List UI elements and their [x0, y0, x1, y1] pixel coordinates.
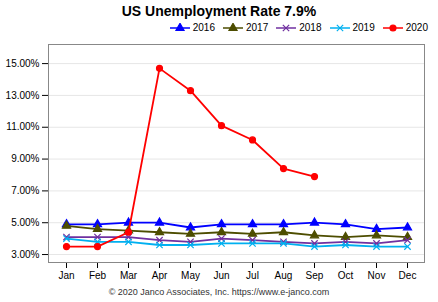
svg-text:Mar: Mar: [120, 270, 138, 281]
svg-text:Feb: Feb: [89, 270, 107, 281]
html-text:US Unemployment Rate 7.9%: US Unemployment Rate 7.9%: [121, 3, 317, 19]
svg-text:Apr: Apr: [152, 270, 168, 281]
svg-text:11.00%: 11.00%: [6, 121, 39, 132]
svg-text:Jan: Jan: [58, 270, 74, 281]
svg-text:Oct: Oct: [338, 270, 354, 281]
svg-text:5.00%: 5.00%: [11, 217, 39, 228]
html-text:2020: 2020: [405, 22, 428, 33]
svg-text:13.00%: 13.00%: [6, 90, 40, 101]
svg-text:May: May: [181, 270, 200, 281]
svg-text:Jun: Jun: [213, 270, 229, 281]
html-text:2018: 2018: [299, 22, 322, 33]
svg-text:Dec: Dec: [399, 270, 417, 281]
svg-text:Jul: Jul: [246, 270, 259, 281]
svg-text:Sep: Sep: [306, 270, 324, 281]
svg-text:7.00%: 7.00%: [11, 185, 39, 196]
svg-text:Aug: Aug: [275, 270, 293, 281]
svg-text:15.00%: 15.00%: [6, 58, 40, 69]
html-text:© 2020 Janco Associates, Inc.: © 2020 Janco Associates, Inc. https://ww…: [108, 287, 330, 297]
svg-text:3.00%: 3.00%: [11, 249, 39, 260]
html-text:2017: 2017: [246, 22, 269, 33]
svg-text:9.00%: 9.00%: [11, 153, 39, 164]
html-text:2016: 2016: [192, 22, 215, 33]
svg-text:Nov: Nov: [368, 270, 386, 281]
html-text:2019: 2019: [352, 22, 375, 33]
